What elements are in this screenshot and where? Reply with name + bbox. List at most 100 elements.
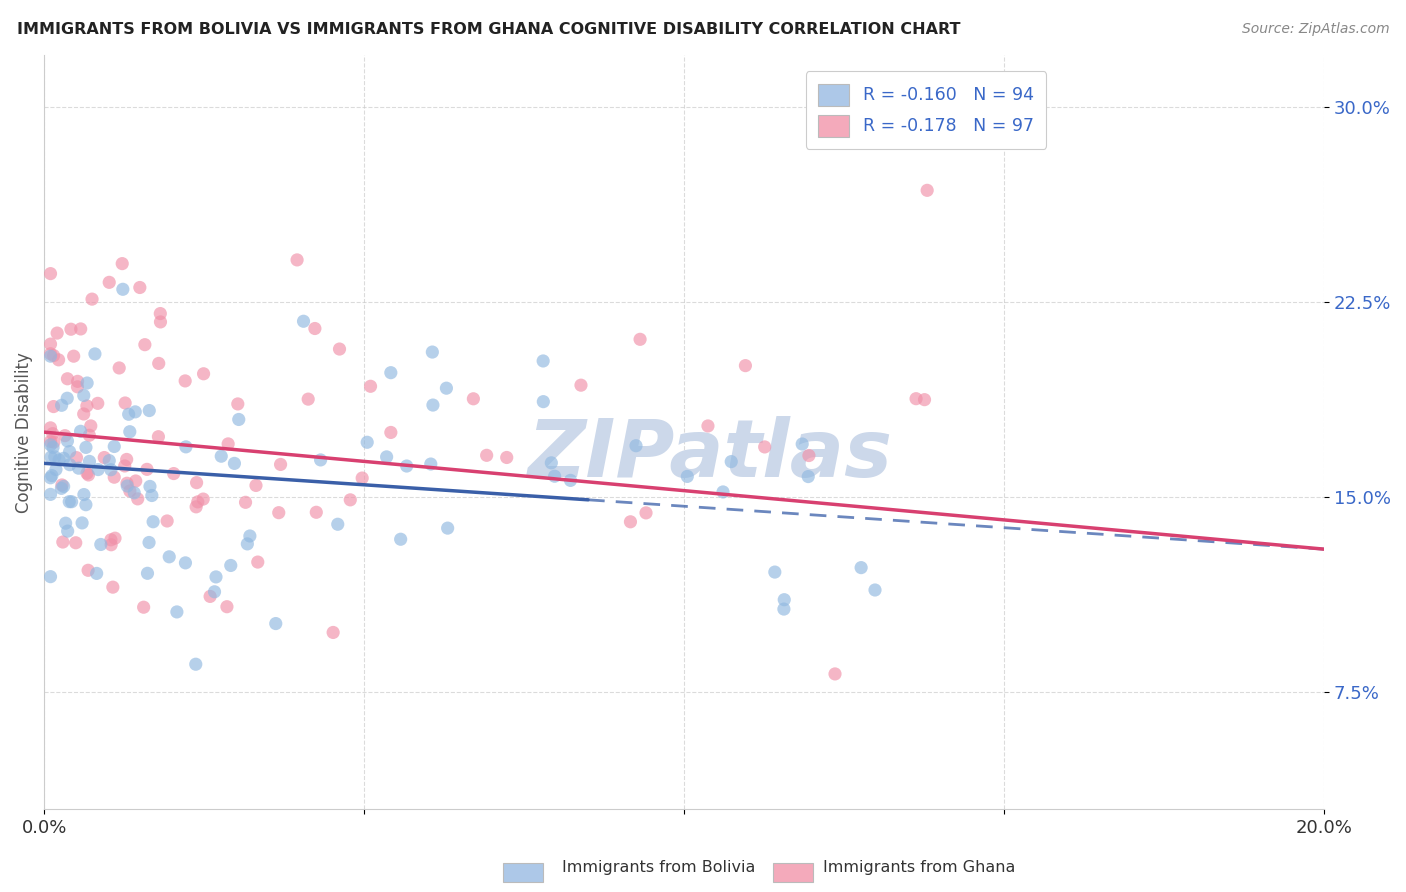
- Point: [824, 667, 846, 681]
- Point: [66, 380, 89, 394]
- Point: [59, 444, 82, 458]
- Point: [118, 407, 141, 421]
- Point: [51, 398, 73, 412]
- Point: [420, 345, 443, 359]
- Point: [217, 437, 239, 451]
- Point: [186, 475, 208, 490]
- Point: [236, 537, 259, 551]
- Point: [73, 487, 96, 501]
- Point: [65, 535, 87, 549]
- Point: [80, 418, 103, 433]
- Point: [39, 471, 62, 485]
- Point: [166, 605, 188, 619]
- Point: [117, 479, 139, 493]
- Point: [136, 566, 159, 581]
- Point: [285, 252, 308, 267]
- Point: [39, 347, 62, 361]
- Point: [42, 400, 65, 414]
- Point: [235, 495, 257, 509]
- Point: [395, 458, 418, 473]
- Point: [198, 590, 221, 604]
- Point: [328, 342, 350, 356]
- Point: [80, 292, 103, 306]
- Point: [124, 405, 146, 419]
- Point: [56, 372, 79, 386]
- Point: [773, 602, 796, 616]
- Point: [66, 375, 89, 389]
- Point: [720, 454, 742, 468]
- Point: [356, 435, 378, 450]
- Point: [734, 359, 756, 373]
- Text: IMMIGRANTS FROM BOLIVIA VS IMMIGRANTS FROM GHANA COGNITIVE DISABILITY CORRELATIO: IMMIGRANTS FROM BOLIVIA VS IMMIGRANTS FR…: [17, 22, 960, 37]
- Point: [697, 419, 720, 434]
- Point: [111, 257, 134, 271]
- Point: [39, 434, 62, 449]
- Point: [136, 462, 159, 476]
- Point: [39, 421, 62, 435]
- Point: [205, 570, 228, 584]
- Point: [215, 599, 238, 614]
- Point: [149, 307, 172, 321]
- Point: [184, 657, 207, 672]
- Point: [86, 566, 108, 581]
- Point: [634, 506, 657, 520]
- Point: [73, 407, 96, 421]
- Point: [76, 399, 98, 413]
- Point: [79, 454, 101, 468]
- Point: [149, 315, 172, 329]
- Point: [59, 322, 82, 336]
- Point: [849, 560, 872, 574]
- Point: [304, 321, 326, 335]
- Point: [246, 555, 269, 569]
- Point: [53, 428, 76, 442]
- Point: [111, 282, 134, 296]
- Point: [352, 471, 374, 485]
- Point: [51, 481, 73, 495]
- Point: [754, 440, 776, 454]
- Point: [101, 580, 124, 594]
- Point: [463, 392, 485, 406]
- Point: [305, 505, 328, 519]
- Point: [905, 392, 928, 406]
- Point: [90, 537, 112, 551]
- Text: ZIPatlas: ZIPatlas: [527, 416, 891, 494]
- Point: [114, 396, 136, 410]
- Point: [48, 352, 70, 367]
- Point: [267, 506, 290, 520]
- Point: [139, 479, 162, 493]
- Point: [62, 349, 84, 363]
- Point: [569, 378, 592, 392]
- Point: [56, 434, 79, 448]
- Point: [209, 449, 232, 463]
- Point: [75, 498, 97, 512]
- Point: [380, 366, 402, 380]
- Point: [219, 558, 242, 573]
- Point: [375, 450, 398, 464]
- Point: [292, 314, 315, 328]
- Point: [204, 584, 226, 599]
- Point: [436, 381, 458, 395]
- Point: [132, 600, 155, 615]
- Point: [309, 453, 332, 467]
- Point: [174, 374, 197, 388]
- Point: [156, 514, 179, 528]
- Point: [51, 478, 73, 492]
- Point: [56, 524, 79, 538]
- Point: [77, 467, 100, 482]
- Point: [65, 450, 87, 465]
- Point: [52, 479, 75, 493]
- Point: [55, 516, 77, 531]
- Point: [118, 425, 141, 439]
- Point: [628, 332, 651, 346]
- Point: [163, 467, 186, 481]
- Point: [224, 456, 246, 470]
- Point: [127, 491, 149, 506]
- Point: [148, 430, 170, 444]
- Point: [114, 458, 136, 473]
- Point: [128, 280, 150, 294]
- Point: [193, 367, 215, 381]
- Point: [270, 458, 292, 472]
- Point: [100, 533, 122, 547]
- Point: [914, 392, 936, 407]
- Point: [75, 441, 97, 455]
